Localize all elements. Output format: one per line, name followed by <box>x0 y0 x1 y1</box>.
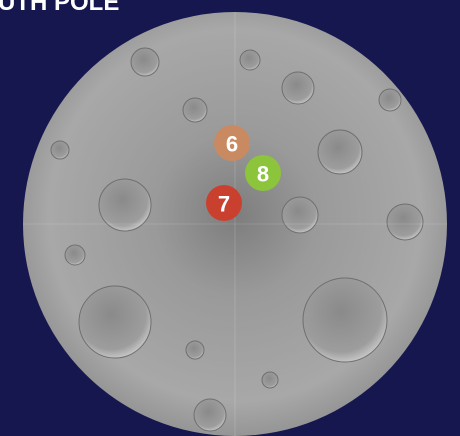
graticule <box>23 12 447 436</box>
marker-label: 6 <box>226 132 238 157</box>
craters <box>50 47 424 432</box>
title: UTH POLE <box>0 0 119 16</box>
markers: 68 7 <box>206 125 281 221</box>
marker <box>206 185 242 221</box>
marker <box>245 155 281 191</box>
marker <box>214 125 250 161</box>
marker-label: 7 <box>218 192 230 217</box>
marker-label: 8 <box>257 162 269 187</box>
